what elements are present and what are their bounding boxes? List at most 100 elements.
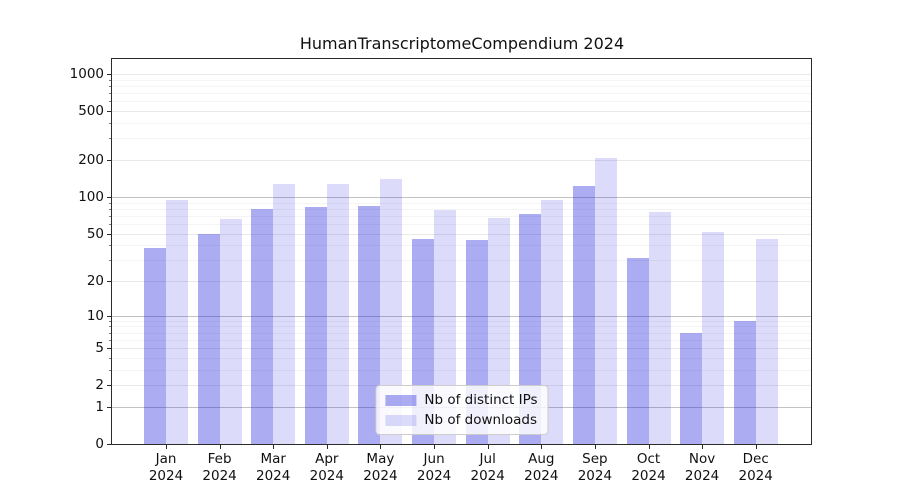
minor-gridline: [112, 245, 812, 247]
gridline-20: [112, 281, 812, 282]
x-tick-mark-may: [380, 445, 382, 449]
bar-mar-ips: [251, 209, 274, 444]
bar-dec-ips: [733, 320, 756, 444]
y-minor-tick-mark: [109, 215, 111, 217]
y-tick-mark-100: [107, 196, 111, 198]
y-tick-label-0: 0: [95, 436, 104, 452]
y-minor-tick-mark: [109, 320, 111, 322]
y-tick-mark-1: [107, 406, 111, 408]
y-tick-mark-1000: [107, 74, 111, 76]
bar-nov-ips: [680, 332, 703, 444]
x-tick-mark-nov: [702, 445, 704, 449]
x-tick-mark-oct: [648, 445, 650, 449]
bar-mar-downloads: [273, 184, 296, 444]
y-minor-tick-mark: [109, 208, 111, 210]
bar-oct-ips: [626, 258, 649, 444]
minor-gridline: [112, 223, 812, 225]
y-minor-tick-mark: [109, 369, 111, 371]
bar-dec-downloads: [755, 239, 778, 444]
legend-label-downloads: Nb of downloads: [424, 412, 537, 428]
plot-spine-left: [111, 58, 112, 445]
x-tick-label-may: May 2024: [363, 451, 398, 484]
y-minor-tick-mark: [109, 339, 111, 341]
legend-item-distinct-ips: Nb of distinct IPs: [385, 392, 538, 408]
minor-gridline: [112, 123, 812, 124]
y-tick-label-2: 2: [95, 377, 104, 394]
x-tick-label-sep: Sep 2024: [577, 451, 613, 484]
y-tick-mark-5: [107, 348, 111, 350]
plot-spine-right: [811, 58, 812, 445]
y-tick-label-100: 100: [78, 188, 104, 205]
y-tick-label-10: 10: [86, 307, 104, 324]
y-tick-label-1: 1: [95, 398, 104, 415]
gridline-10: [112, 315, 812, 317]
x-tick-label-jun: Jun 2024: [416, 451, 452, 484]
y-minor-tick-mark: [109, 326, 111, 328]
x-tick-mark-jan: [166, 445, 167, 449]
bar-apr-ips: [304, 206, 327, 444]
gridline-100: [112, 196, 812, 198]
bar-sep-ips: [572, 186, 595, 444]
bar-sep-downloads: [594, 158, 617, 444]
gridline-5: [112, 348, 812, 350]
y-minor-tick-mark: [109, 93, 111, 95]
y-minor-tick-mark: [109, 123, 111, 124]
x-tick-label-feb: Feb 2024: [202, 451, 237, 484]
plot-area: Nb of distinct IPs Nb of downloads: [112, 58, 812, 444]
y-minor-tick-mark: [109, 245, 111, 247]
bar-oct-downloads: [648, 212, 671, 444]
x-tick-mark-feb: [219, 445, 221, 449]
minor-gridline: [112, 215, 812, 217]
x-tick-label-jul: Jul 2024: [470, 451, 505, 484]
chart-title: HumanTranscriptomeCompendium 2024: [299, 34, 625, 53]
minor-gridline: [112, 357, 812, 359]
bar-jan-ips: [144, 247, 166, 444]
y-tick-mark-2: [107, 385, 111, 387]
minor-gridline: [112, 332, 812, 334]
x-tick-mark-mar: [273, 445, 275, 449]
x-tick-mark-apr: [326, 445, 328, 449]
plot-spine-top: [111, 58, 812, 59]
y-tick-label-50: 50: [86, 225, 104, 242]
minor-gridline: [112, 101, 812, 103]
legend-label-distinct-ips: Nb of distinct IPs: [424, 392, 538, 408]
bar-feb-ips: [197, 233, 220, 444]
minor-gridline: [112, 79, 812, 81]
gridline-500: [112, 111, 812, 113]
gridline-200: [112, 160, 812, 161]
x-tick-mark-dec: [755, 445, 757, 449]
bar-apr-downloads: [326, 183, 349, 444]
x-tick-label-dec: Dec 2024: [738, 451, 773, 484]
minor-gridline: [112, 86, 812, 87]
legend-swatch-downloads: [385, 414, 417, 426]
minor-gridline: [112, 260, 812, 262]
gridline-1000: [112, 74, 812, 76]
y-tick-label-1000: 1000: [69, 66, 104, 83]
legend-swatch-distinct-ips: [385, 394, 417, 406]
gridline-50: [112, 233, 812, 235]
y-tick-mark-500: [107, 111, 111, 113]
y-tick-label-5: 5: [95, 340, 104, 357]
y-minor-tick-mark: [109, 101, 111, 103]
y-tick-mark-50: [107, 233, 111, 235]
minor-gridline: [112, 339, 812, 341]
x-tick-mark-jun: [434, 445, 436, 449]
bar-jan-downloads: [166, 200, 188, 444]
y-minor-tick-mark: [109, 260, 111, 262]
plot-spine-bottom: [111, 444, 812, 445]
x-tick-label-aug: Aug 2024: [524, 451, 559, 484]
minor-gridline: [112, 138, 812, 140]
bar-feb-downloads: [219, 218, 242, 444]
y-minor-tick-mark: [109, 86, 111, 87]
y-minor-tick-mark: [109, 138, 111, 140]
bar-may-ips: [358, 206, 381, 444]
x-tick-label-mar: Mar 2024: [256, 451, 291, 484]
x-tick-label-oct: Oct 2024: [631, 451, 666, 484]
x-tick-label-apr: Apr 2024: [309, 451, 344, 484]
minor-gridline: [112, 202, 812, 204]
legend-item-downloads: Nb of downloads: [385, 412, 537, 428]
y-tick-mark-20: [107, 281, 111, 282]
legend: Nb of distinct IPs Nb of downloads: [375, 385, 549, 435]
minor-gridline: [112, 208, 812, 210]
